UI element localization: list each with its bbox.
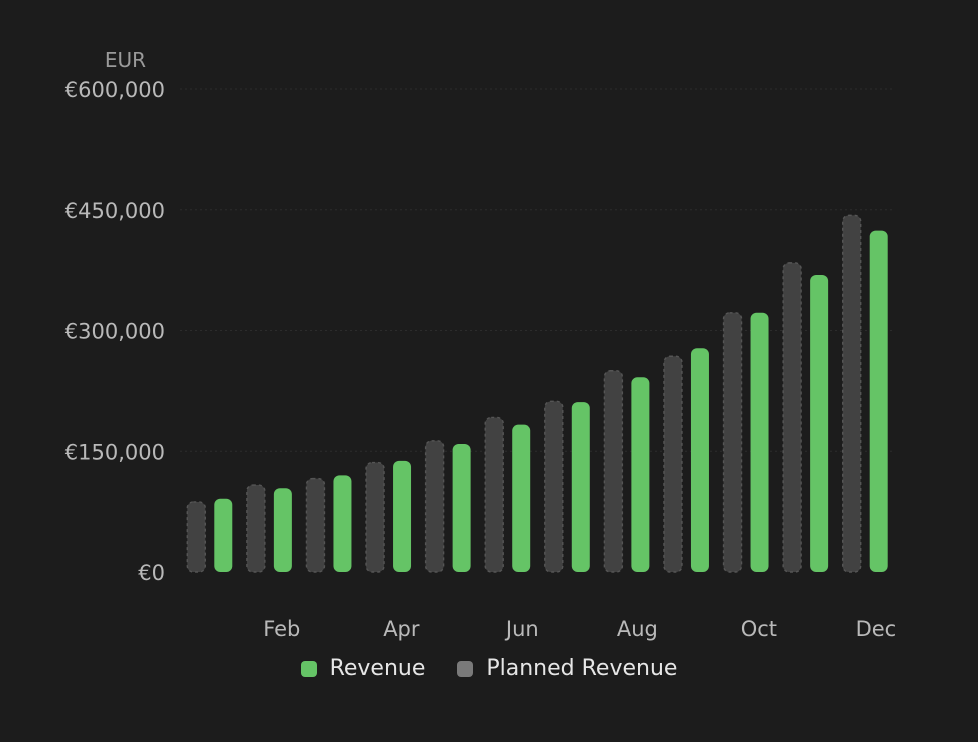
bar-planned-revenue[interactable] [603, 370, 624, 573]
bar-planned-revenue[interactable] [842, 214, 862, 573]
bar-planned-revenue[interactable] [722, 312, 743, 573]
bar-revenue[interactable] [690, 348, 709, 572]
bar-planned-revenue[interactable] [484, 416, 504, 573]
bar-planned-revenue[interactable] [544, 400, 564, 573]
bar-revenue[interactable] [512, 424, 531, 572]
x-tick-label: Feb [263, 617, 300, 641]
x-tick-label: Jun [504, 617, 539, 641]
bar-revenue[interactable] [631, 377, 650, 572]
legend-label-revenue: Revenue [329, 656, 426, 681]
bars [186, 214, 888, 573]
y-tick-label: €0 [138, 561, 165, 585]
bar-planned-revenue[interactable] [186, 501, 206, 573]
bar-planned-revenue[interactable] [305, 477, 326, 573]
bar-revenue[interactable] [333, 475, 352, 572]
bar-revenue[interactable] [869, 230, 888, 572]
bar-revenue[interactable] [452, 444, 471, 572]
bar-planned-revenue[interactable] [663, 355, 683, 573]
legend: Revenue Planned Revenue [0, 656, 978, 681]
bar-revenue[interactable] [750, 312, 769, 572]
grid-lines [180, 88, 895, 452]
legend-item-planned-revenue[interactable]: Planned Revenue [457, 656, 677, 681]
x-tick-label: Aug [617, 617, 658, 641]
x-tick-label: Oct [741, 617, 777, 641]
x-tick-label: Dec [856, 617, 897, 641]
legend-item-revenue[interactable]: Revenue [300, 656, 426, 681]
bar-revenue[interactable] [214, 498, 233, 572]
bar-planned-revenue[interactable] [782, 262, 802, 573]
legend-swatch-revenue [300, 660, 317, 677]
y-tick-label: €600,000 [65, 78, 165, 102]
bar-revenue[interactable] [810, 274, 829, 572]
legend-label-planned-revenue: Planned Revenue [486, 656, 678, 681]
y-tick-label: €150,000 [65, 440, 165, 464]
bar-planned-revenue[interactable] [424, 440, 445, 573]
x-tick-label: Apr [383, 617, 420, 641]
y-axis-unit-label: EUR [105, 48, 146, 72]
bar-revenue[interactable] [571, 402, 590, 572]
y-tick-label: €300,000 [65, 320, 165, 344]
legend-swatch-planned-revenue [457, 660, 474, 677]
bar-planned-revenue[interactable] [365, 461, 385, 573]
bar-revenue[interactable] [273, 488, 292, 572]
y-tick-label: €450,000 [65, 199, 165, 223]
x-axis-ticks: Feb Apr Jun Aug Oct Dec [263, 617, 896, 641]
bar-revenue[interactable] [393, 460, 412, 572]
bar-planned-revenue[interactable] [246, 484, 266, 573]
y-axis-ticks: €0 €150,000 €300,000 €450,000 €600,000 [65, 78, 165, 585]
